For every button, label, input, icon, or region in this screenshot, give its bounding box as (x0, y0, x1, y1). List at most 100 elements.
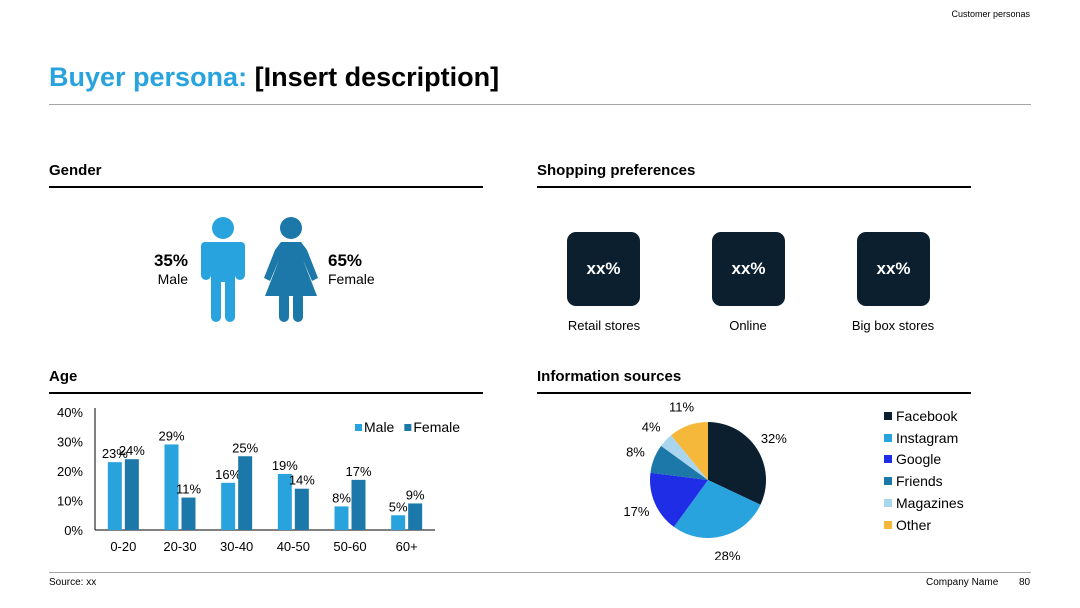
retail-stores-label: Retail stores (567, 318, 641, 333)
male-pct: 35% (153, 251, 188, 270)
bar-male-50-60 (334, 506, 349, 530)
bar-female-20-30 (181, 497, 196, 530)
x-tick-label: 50-60 (333, 539, 366, 554)
bar-female-50-60 (351, 479, 366, 530)
legend-item-other: Other (884, 514, 964, 536)
bar-male-60+ (391, 515, 406, 530)
footer-company: Company Name (926, 577, 999, 588)
title-description: [Insert description] (254, 62, 500, 92)
pie-label-magazines: 4% (642, 420, 661, 435)
male-stat: 35% Male (140, 251, 188, 287)
pie-slice-magazines (661, 435, 708, 480)
big-box-stores-card: xx% (857, 232, 930, 306)
title-divider (49, 104, 1031, 105)
gender-heading: Gender (49, 162, 102, 179)
bar-female-40-50 (294, 488, 309, 530)
legend-item-facebook: Facebook (884, 405, 964, 427)
y-tick-label: 30% (57, 435, 83, 450)
legend-swatch (884, 520, 892, 529)
bar-label-male: 29% (158, 428, 184, 443)
legend-label: Google (896, 451, 942, 468)
legend-item-friends: Friends (884, 470, 964, 492)
info-heading: Information sources (537, 368, 682, 385)
legend-label: Friends (896, 473, 943, 490)
legend-label-male: Male (364, 419, 395, 435)
legend-swatch-male (355, 424, 362, 431)
bar-label-female: 25% (232, 440, 258, 455)
x-tick-label: 20-30 (163, 539, 196, 554)
legend-swatch (884, 499, 892, 508)
title-highlight: Buyer persona: (49, 62, 248, 92)
bar-label-female: 14% (289, 473, 315, 488)
pie-label-friends: 8% (626, 444, 645, 459)
female-figure-icon (264, 217, 318, 322)
x-tick-label: 0-20 (110, 539, 136, 554)
pie-label-instagram: 28% (714, 549, 740, 560)
online-label: Online (729, 318, 767, 333)
pie-label-google: 17% (623, 504, 649, 519)
pie-slice-other (671, 422, 708, 480)
bar-label-female: 17% (345, 464, 371, 479)
pie-label-other: 11% (669, 400, 694, 415)
legend-swatch (884, 433, 892, 442)
info-pie-chart: 32% 28% 17% 8% 4% 11% (623, 400, 787, 560)
bar-male-40-50 (277, 473, 292, 530)
age-divider (49, 392, 483, 394)
bar-female-30-40 (238, 456, 253, 530)
legend-swatch (884, 455, 892, 464)
pie-slice-facebook (708, 422, 766, 505)
bar-label-female: 11% (176, 482, 201, 497)
legend-item-google: Google (884, 449, 964, 471)
y-tick-label: 10% (57, 494, 83, 509)
bar-male-0-20 (107, 462, 122, 530)
bar-label-male: 19% (272, 458, 298, 473)
bar-label-female: 9% (406, 487, 425, 502)
bar-label-male: 23% (102, 446, 128, 461)
bar-label-male: 5% (389, 499, 408, 514)
pie-slice-google (650, 472, 708, 527)
legend-swatch (884, 477, 892, 486)
bar-female-0-20 (124, 459, 139, 530)
legend-swatch-female (404, 424, 412, 431)
female-pct: 65% (328, 251, 363, 270)
page-title: Buyer persona: [Insert description] (49, 62, 499, 93)
legend-label: Magazines (896, 495, 964, 512)
bar-label-male: 16% (215, 467, 241, 482)
info-divider (537, 392, 971, 394)
retail-stores-card: xx% (567, 232, 640, 306)
legend-label-female: Female (413, 419, 460, 435)
pie-legend: Facebook Instagram Google Friends Magazines O… (884, 405, 964, 536)
age-heading: Age (49, 368, 78, 385)
x-tick-label: 30-40 (220, 539, 253, 554)
legend-label: Instagram (896, 429, 959, 446)
bar-label-male: 8% (332, 490, 351, 505)
bar-male-30-40 (221, 482, 236, 530)
y-tick-label: 40% (57, 405, 83, 420)
shopping-divider (537, 186, 971, 188)
bar-female-60+ (408, 503, 423, 530)
bar-male-20-30 (164, 444, 179, 530)
legend-label: Other (896, 516, 932, 533)
legend-label: Facebook (896, 407, 958, 424)
y-tick-label: 20% (57, 464, 83, 479)
male-figure-icon (201, 217, 245, 322)
x-tick-label: 60+ (396, 539, 418, 554)
x-tick-label: 40-50 (277, 539, 310, 554)
footer-page-number: 80 (1019, 577, 1031, 588)
big-box-stores-label: Big box stores (851, 318, 935, 333)
age-bar-chart: 0% 10% 20% 30% 40% 23%24% 0-20 29% 11% 20-30 16% 25… (57, 405, 460, 554)
legend-item-instagram: Instagram (884, 427, 964, 449)
pie-label-facebook: 32% (761, 431, 787, 446)
pie-slice-friends (650, 445, 708, 480)
female-label: Female (328, 271, 375, 287)
gender-divider (49, 186, 483, 188)
y-tick-label: 0% (64, 523, 83, 538)
footer-source: Source: xx (49, 577, 97, 588)
pie-slice-instagram (673, 480, 761, 538)
bar-label-female: 24% (119, 443, 145, 458)
footer-divider (49, 572, 1031, 573)
shopping-heading: Shopping preferences (537, 162, 696, 179)
gender-icons (201, 217, 318, 322)
legend-swatch (884, 411, 892, 420)
online-card: xx% (712, 232, 785, 306)
